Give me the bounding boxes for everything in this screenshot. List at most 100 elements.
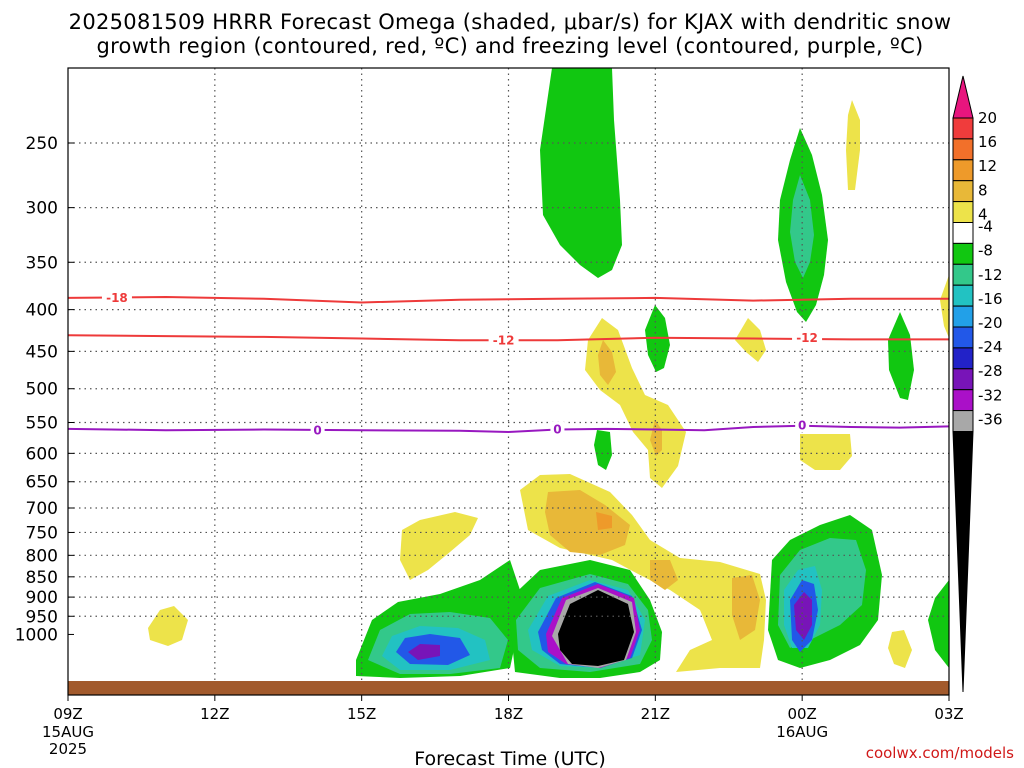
omega-region-02z-yellow <box>735 318 766 362</box>
colorbar-top-arrow <box>952 75 974 119</box>
colorbar-segment <box>952 305 974 328</box>
colorbar-label: -32 <box>978 386 1003 404</box>
colorbar-label: 8 <box>978 181 988 199</box>
x-tick-label: 21Z <box>641 705 670 723</box>
omega-region-orange-23z <box>732 575 760 640</box>
omega-region-upper-green <box>540 68 622 278</box>
x-tick-label: 12Z <box>200 705 229 723</box>
y-tick-label: 300 <box>26 199 58 219</box>
colorbar-label: 16 <box>978 133 997 151</box>
contour-label: -12 <box>796 331 818 345</box>
colorbar-label: -28 <box>978 362 1003 380</box>
omega-region-19z-green <box>594 430 612 470</box>
omega-shading <box>148 68 949 678</box>
colorbar-label: 12 <box>978 157 997 175</box>
omega-region-orange-21z <box>650 560 678 590</box>
x-tick-date-label: 15AUG <box>42 723 94 741</box>
y-tick-label: 500 <box>26 380 58 400</box>
omega-region-15z-yellow <box>400 512 478 580</box>
chart-title-line-2: growth region (contoured, red, ºC) and f… <box>96 34 923 58</box>
y-axis-ticks: 2503003504004505005506006507007508008509… <box>15 134 74 645</box>
x-tick-label: 15Z <box>347 705 376 723</box>
y-tick-label: 650 <box>26 473 58 493</box>
contour-label-background <box>101 290 132 305</box>
x-tick-label: 18Z <box>494 705 523 723</box>
colorbar-segment <box>952 284 974 307</box>
colorbar-segment <box>952 159 974 182</box>
contour-label: -12 <box>493 334 515 348</box>
contour-label: 0 <box>313 423 321 437</box>
omega-region-00z-teal <box>790 175 814 278</box>
dendritic-contour <box>67 295 949 304</box>
contour-label-background <box>795 418 810 433</box>
colorbar-segment <box>952 368 974 391</box>
temperature-contours: -18 -12 -12 0 0 0 <box>67 290 950 437</box>
y-tick-label: 450 <box>26 342 58 362</box>
y-tick-label: 750 <box>26 523 58 543</box>
colorbar-segment <box>952 263 974 286</box>
colorbar-label: -36 <box>978 410 1003 428</box>
y-tick-label: 900 <box>26 588 58 608</box>
contour-label: -18 <box>106 291 128 305</box>
terrain-strip <box>68 681 949 695</box>
contour-label: 0 <box>553 422 561 436</box>
y-tick-label: 550 <box>26 414 58 434</box>
y-tick-label: 850 <box>26 568 58 588</box>
contour-label-background <box>488 333 519 348</box>
plot-area: -18 -12 -12 0 0 0 <box>67 67 950 696</box>
colorbar-label: -24 <box>978 338 1003 356</box>
omega-region-01z-yellow <box>846 100 860 190</box>
colorbar-segment <box>952 117 974 140</box>
colorbar-segment <box>952 242 974 265</box>
colorbar-segment <box>952 347 974 370</box>
y-tick-label: 800 <box>26 546 58 566</box>
omega-region-large-orange <box>545 490 630 555</box>
colorbar-label: -20 <box>978 314 1003 332</box>
colorbar-label: -4 <box>978 218 993 236</box>
y-tick-label: 950 <box>26 607 58 627</box>
credit-text: coolwx.com/models <box>866 744 1014 762</box>
y-tick-label: 1000 <box>15 625 58 645</box>
y-tick-label: 250 <box>26 134 58 154</box>
omega-region-low-purple-right <box>794 592 812 640</box>
colorbar-label: -16 <box>978 290 1003 308</box>
colorbar: 20 16 12 8 4-4 -8 -12 -16 -20 -24 -28 -32 -36 <box>952 75 1003 693</box>
y-tick-label: 700 <box>26 499 58 519</box>
colorbar-bottom-arrow <box>952 431 974 693</box>
colorbar-segment <box>952 222 974 244</box>
colorbar-segment <box>952 201 974 224</box>
contour-label: 0 <box>798 419 806 433</box>
x-tick-label: 00Z <box>787 705 816 723</box>
y-tick-label: 400 <box>26 301 58 321</box>
freezing-level-contour <box>67 424 950 434</box>
colorbar-label: 20 <box>978 109 997 127</box>
chart-grid <box>68 68 949 695</box>
contour-label-background <box>792 330 823 345</box>
colorbar-label: -12 <box>978 266 1003 284</box>
chart-title-line-1: 2025081509 HRRR Forecast Omega (shaded, … <box>69 10 952 34</box>
colorbar-segment <box>952 389 974 412</box>
omega-region-02z-low-yellow <box>888 630 912 668</box>
x-tick-label: 09Z <box>53 705 82 723</box>
contour-label-background <box>310 422 325 437</box>
omega-region-large-orange-2 <box>596 512 612 530</box>
contour-label-background <box>550 421 565 436</box>
omega-region-low-black-center <box>558 590 634 666</box>
omega-region-edge-green <box>928 580 949 668</box>
omega-region-00z-yellow <box>800 434 852 470</box>
colorbar-segment <box>952 410 974 433</box>
colorbar-label: -8 <box>978 242 993 260</box>
x-tick-date-label: 16AUG <box>776 723 828 741</box>
x-axis-label: Forecast Time (UTC) <box>414 748 605 768</box>
y-tick-label: 600 <box>26 444 58 464</box>
omega-region-edge-yellow <box>940 275 949 338</box>
colorbar-segment <box>952 326 974 349</box>
x-tick-label: 03Z <box>934 705 963 723</box>
omega-region-low-purple-left <box>408 644 440 660</box>
x-tick-year-label: 2025 <box>49 740 87 758</box>
colorbar-segment <box>952 138 974 161</box>
colorbar-segment <box>952 180 974 203</box>
y-tick-label: 350 <box>26 253 58 273</box>
